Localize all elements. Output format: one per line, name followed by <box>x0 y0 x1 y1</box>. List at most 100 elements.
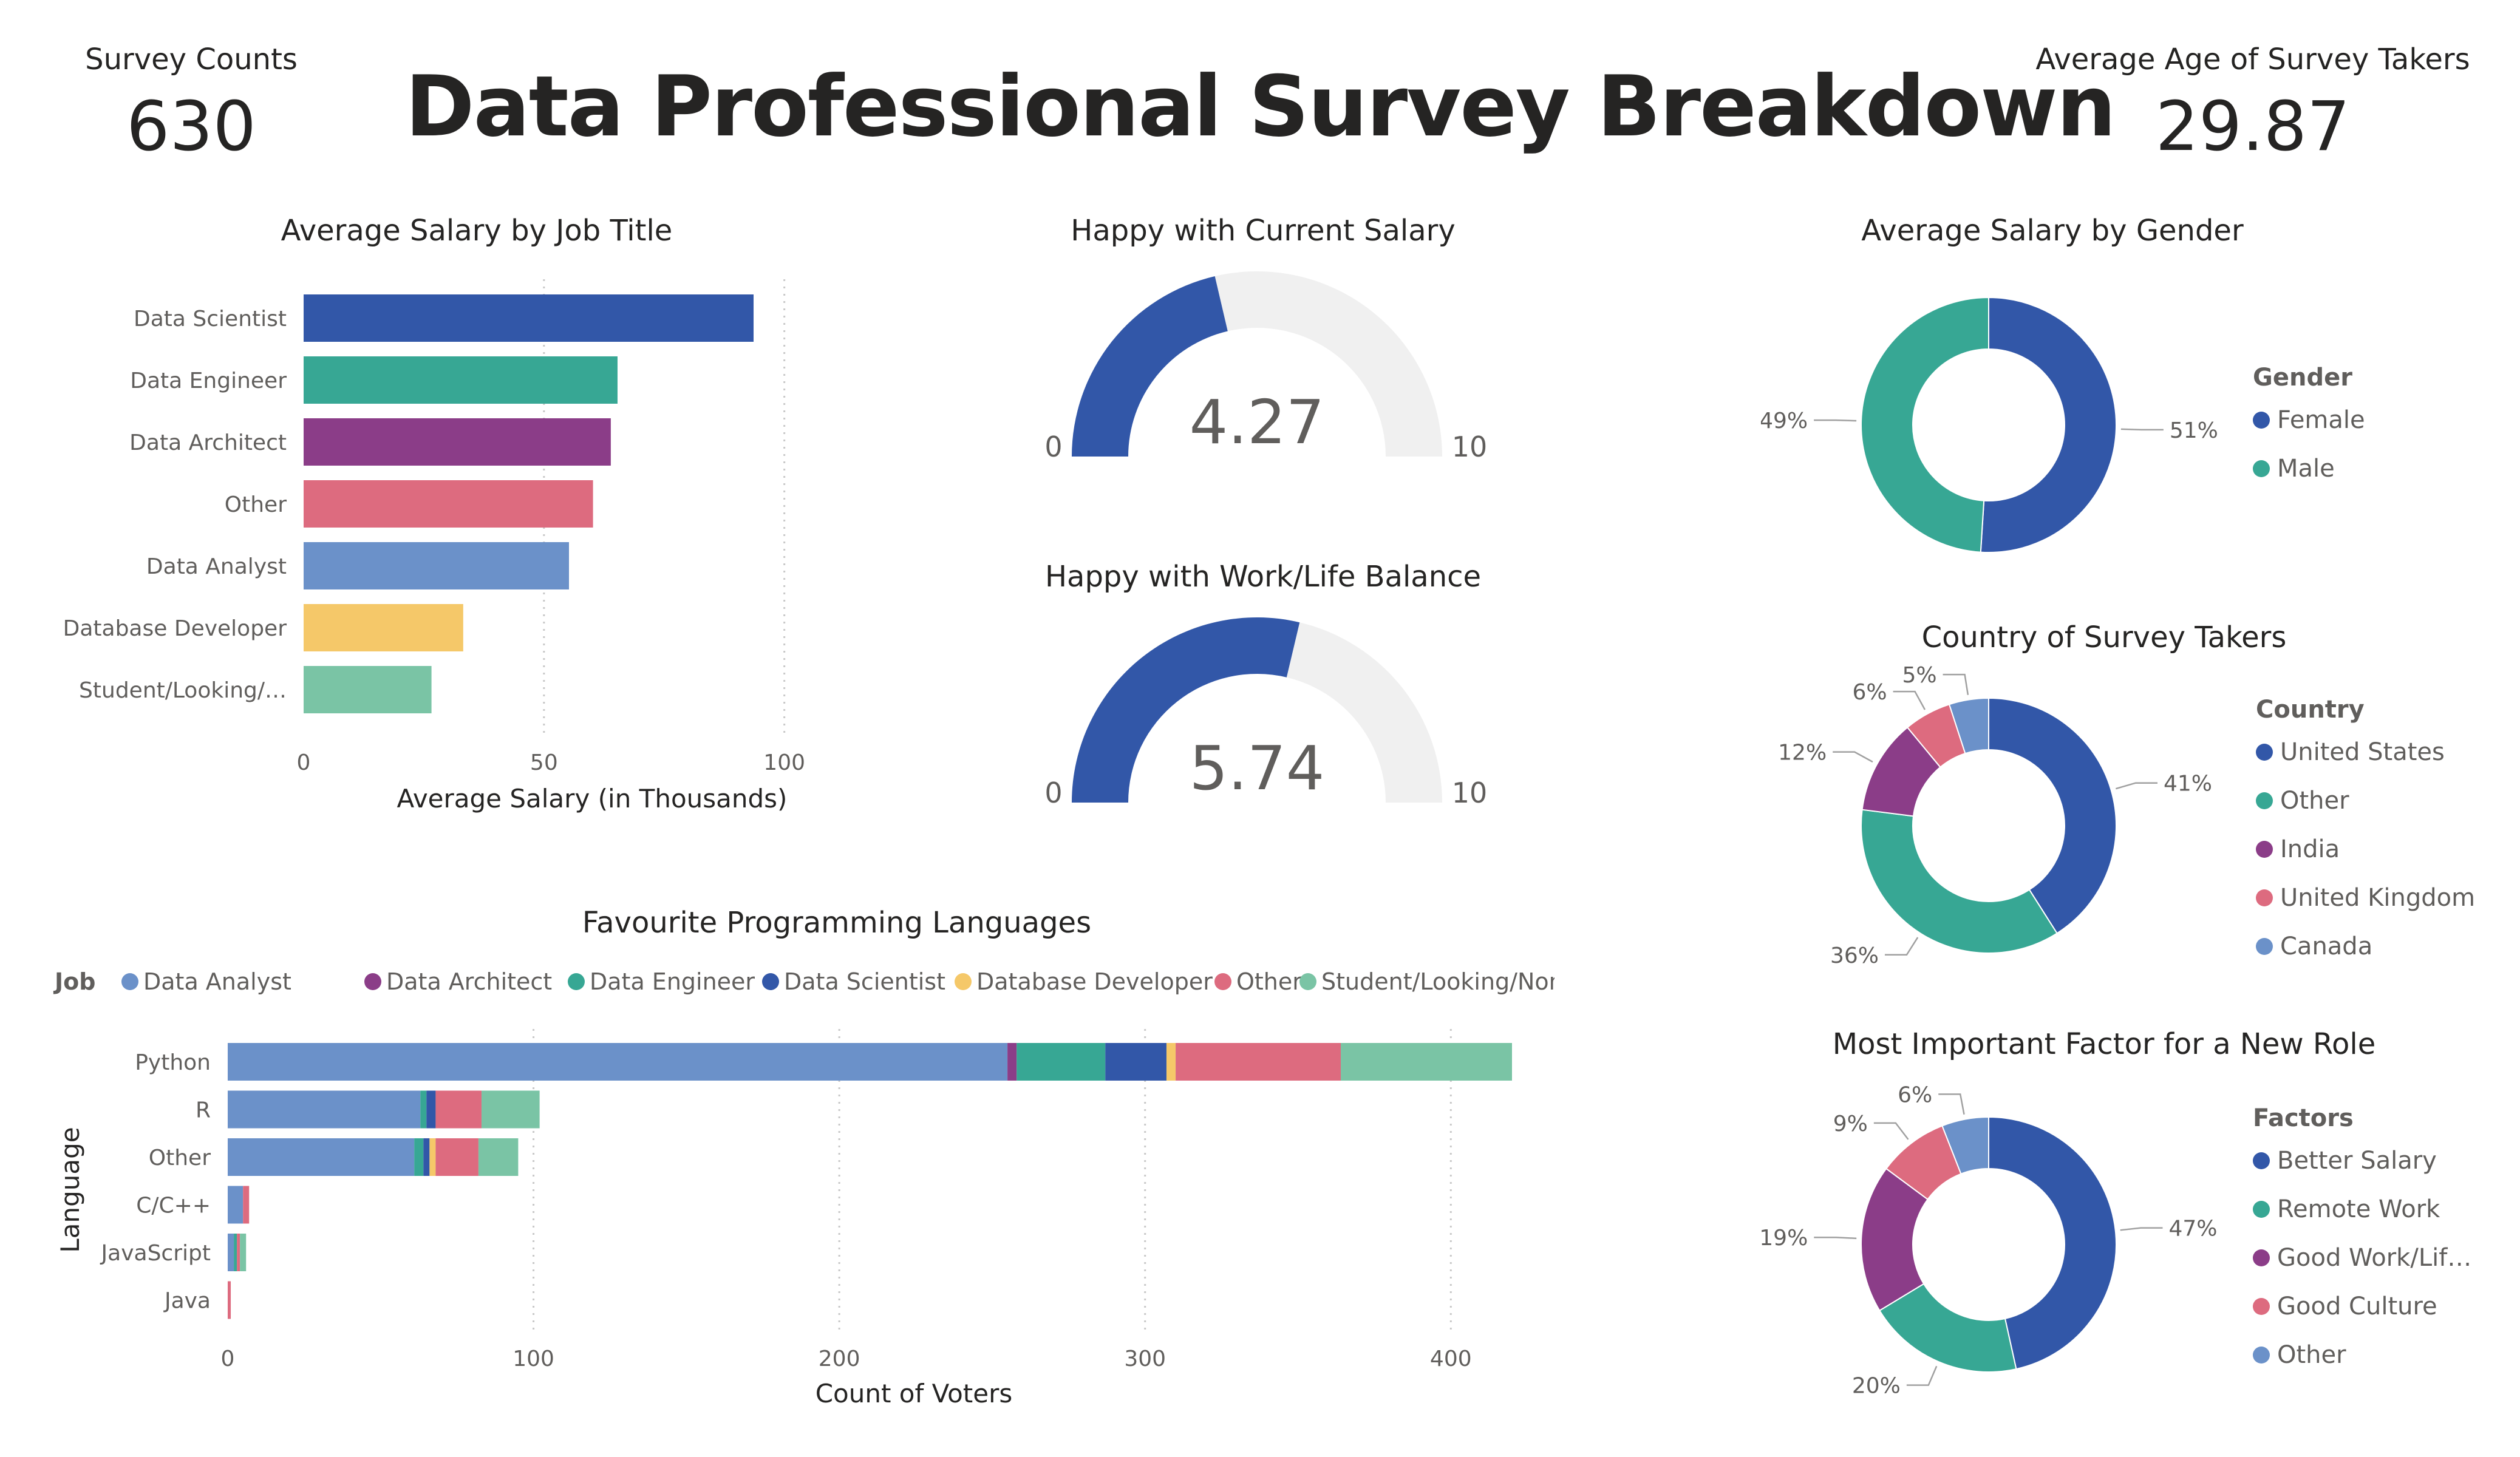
languages-bar-other-database-developer <box>429 1138 436 1176</box>
gauge-salary-track <box>1214 271 1442 457</box>
salary-category-label: Student/Looking/… <box>79 678 287 703</box>
kpi-survey-counts-value: 630 <box>126 87 256 166</box>
gauge-salary-max-label: 10 <box>1452 430 1488 463</box>
languages-chart: Favourite Programming Languages Job Data A… <box>53 906 1555 1408</box>
country-legend-swatch <box>2256 744 2273 761</box>
kpi-survey-counts-label: Survey Counts <box>85 42 298 76</box>
factor-legend-swatch <box>2253 1347 2270 1364</box>
languages-category-label: Java <box>163 1289 211 1314</box>
country-legend-swatch <box>2256 841 2273 858</box>
languages-bar-java-other <box>228 1281 231 1319</box>
salary-category-label: Data Scientist <box>134 307 287 331</box>
country-percent-label: 6% <box>1852 680 1887 705</box>
factor-slice-good-work-lif <box>1861 1167 1929 1312</box>
languages-legend-swatch <box>121 973 138 990</box>
salary-by-job-chart: Average Salary by Job Title 0 50 100 Data Sc… <box>63 214 805 813</box>
languages-legend-swatch <box>762 973 779 990</box>
country-slice-other <box>1861 809 2058 954</box>
salary-category-label: Data Engineer <box>130 368 287 393</box>
languages-bar-python-data-architect <box>1007 1043 1017 1081</box>
gauge-worklife-max-label: 10 <box>1452 776 1488 809</box>
country-legend-swatch <box>2256 889 2273 906</box>
factor-legend-swatch <box>2253 1298 2270 1315</box>
factor-slice-remote-work <box>1878 1283 2017 1373</box>
languages-bar-c-c-data-analyst <box>228 1186 243 1224</box>
factor-title: Most Important Factor for a New Role <box>1833 1027 2376 1061</box>
languages-bar-python-student-looking-none <box>1341 1043 1512 1081</box>
gauge-worklife-min-label: 0 <box>1044 776 1062 809</box>
gauge-salary-title: Happy with Current Salary <box>1071 214 1456 248</box>
salary-by-gender-chart: Average Salary by Gender 51% 49% Gender Fema… <box>1761 214 2365 553</box>
languages-legend-swatch <box>364 973 381 990</box>
languages-bar-javascript-data-engineer <box>234 1234 237 1271</box>
country-leader-line <box>1943 673 1969 695</box>
gender-legend-item: Female <box>2277 406 2365 434</box>
languages-bar-r-student-looking-none <box>481 1090 540 1129</box>
factor-legend-item: Good Culture <box>2277 1292 2437 1320</box>
factor-leader-line <box>1938 1093 1965 1115</box>
factor-slice-other <box>1941 1116 1989 1175</box>
languages-legend-title: Job <box>53 968 95 995</box>
kpi-average-age-label: Average Age of Survey Takers <box>2035 42 2470 76</box>
languages-legend-swatch <box>955 973 972 990</box>
salary-bar-data-engineer <box>304 356 618 404</box>
country-legend-item: United Kingdom <box>2280 884 2475 912</box>
factor-legend-item: Good Work/Lif… <box>2277 1244 2471 1272</box>
salary-x-tick: 100 <box>763 750 805 775</box>
salary-category-label: Other <box>225 492 287 517</box>
languages-legend-swatch <box>1299 973 1316 990</box>
salary-bar-data-architect <box>304 418 611 466</box>
languages-category-label: R <box>196 1098 211 1123</box>
salary-bar-student-looking <box>304 666 432 713</box>
languages-bar-other-other <box>435 1138 478 1176</box>
country-legend-swatch <box>2256 792 2273 809</box>
country-legend-title: Country <box>2256 696 2365 724</box>
country-slice-united-states <box>1988 697 2117 934</box>
factor-percent-label: 47% <box>2169 1217 2218 1241</box>
languages-y-axis-label: Language <box>55 1127 85 1252</box>
gauge-worklife-track <box>1286 622 1442 803</box>
salary-bar-database-developer <box>304 604 463 651</box>
languages-x-axis-label: Count of Voters <box>816 1379 1013 1408</box>
languages-legend-item: Other <box>1236 968 1302 995</box>
factor-legend-swatch <box>2253 1249 2270 1266</box>
country-percent-label: 41% <box>2164 772 2212 796</box>
country-leader-line <box>1833 751 1873 763</box>
languages-bar-python-data-scientist <box>1105 1043 1166 1081</box>
gauge-salary-value: 4.27 <box>1190 387 1325 458</box>
country-slice-canada <box>1948 697 1989 755</box>
salary-category-label: Data Analyst <box>146 554 287 579</box>
languages-category-label: Other <box>149 1146 211 1170</box>
country-leader-line <box>1884 937 1919 956</box>
gender-legend-item: Male <box>2277 455 2335 483</box>
languages-bar-r-data-analyst <box>228 1090 421 1129</box>
languages-legend-item: Data Architect <box>386 968 552 995</box>
languages-x-tick: 300 <box>1124 1347 1166 1371</box>
country-title: Country of Survey Takers <box>1922 620 2287 654</box>
languages-bar-r-other <box>435 1090 482 1129</box>
gender-legend-swatch <box>2253 412 2270 429</box>
languages-chart-title: Favourite Programming Languages <box>582 906 1091 940</box>
gender-percent-label: 49% <box>1761 409 1808 433</box>
page-title: Data Professional Survey Breakdown <box>405 58 2116 155</box>
languages-bar-r-data-scientist <box>426 1090 436 1129</box>
languages-legend-item: Data Scientist <box>784 968 945 995</box>
languages-bar-c-c-other <box>243 1186 250 1224</box>
factor-legend-item: Better Salary <box>2277 1147 2437 1175</box>
factor-percent-label: 9% <box>1833 1112 1868 1136</box>
languages-legend-swatch <box>568 973 585 990</box>
languages-bar-other-data-engineer <box>414 1138 424 1176</box>
country-chart: Country of Survey Takers 41% 36% 12% 6% 5% Cou… <box>1778 620 2475 968</box>
factor-slice-better-salary <box>1988 1116 2117 1370</box>
languages-legend-item: Database Developer <box>976 968 1213 995</box>
country-percent-label: 12% <box>1778 741 1827 766</box>
languages-bar-python-other <box>1176 1043 1341 1081</box>
languages-category-label: C/C++ <box>136 1194 211 1218</box>
country-percent-label: 5% <box>1902 663 1936 688</box>
factor-legend-swatch <box>2253 1201 2270 1218</box>
gauge-worklife-value: 5.74 <box>1190 733 1325 804</box>
gender-legend-swatch <box>2253 460 2270 477</box>
gender-leader-line <box>2120 428 2164 431</box>
factor-percent-label: 6% <box>1898 1082 1932 1107</box>
languages-bar-other-student-looking-none <box>478 1138 519 1176</box>
